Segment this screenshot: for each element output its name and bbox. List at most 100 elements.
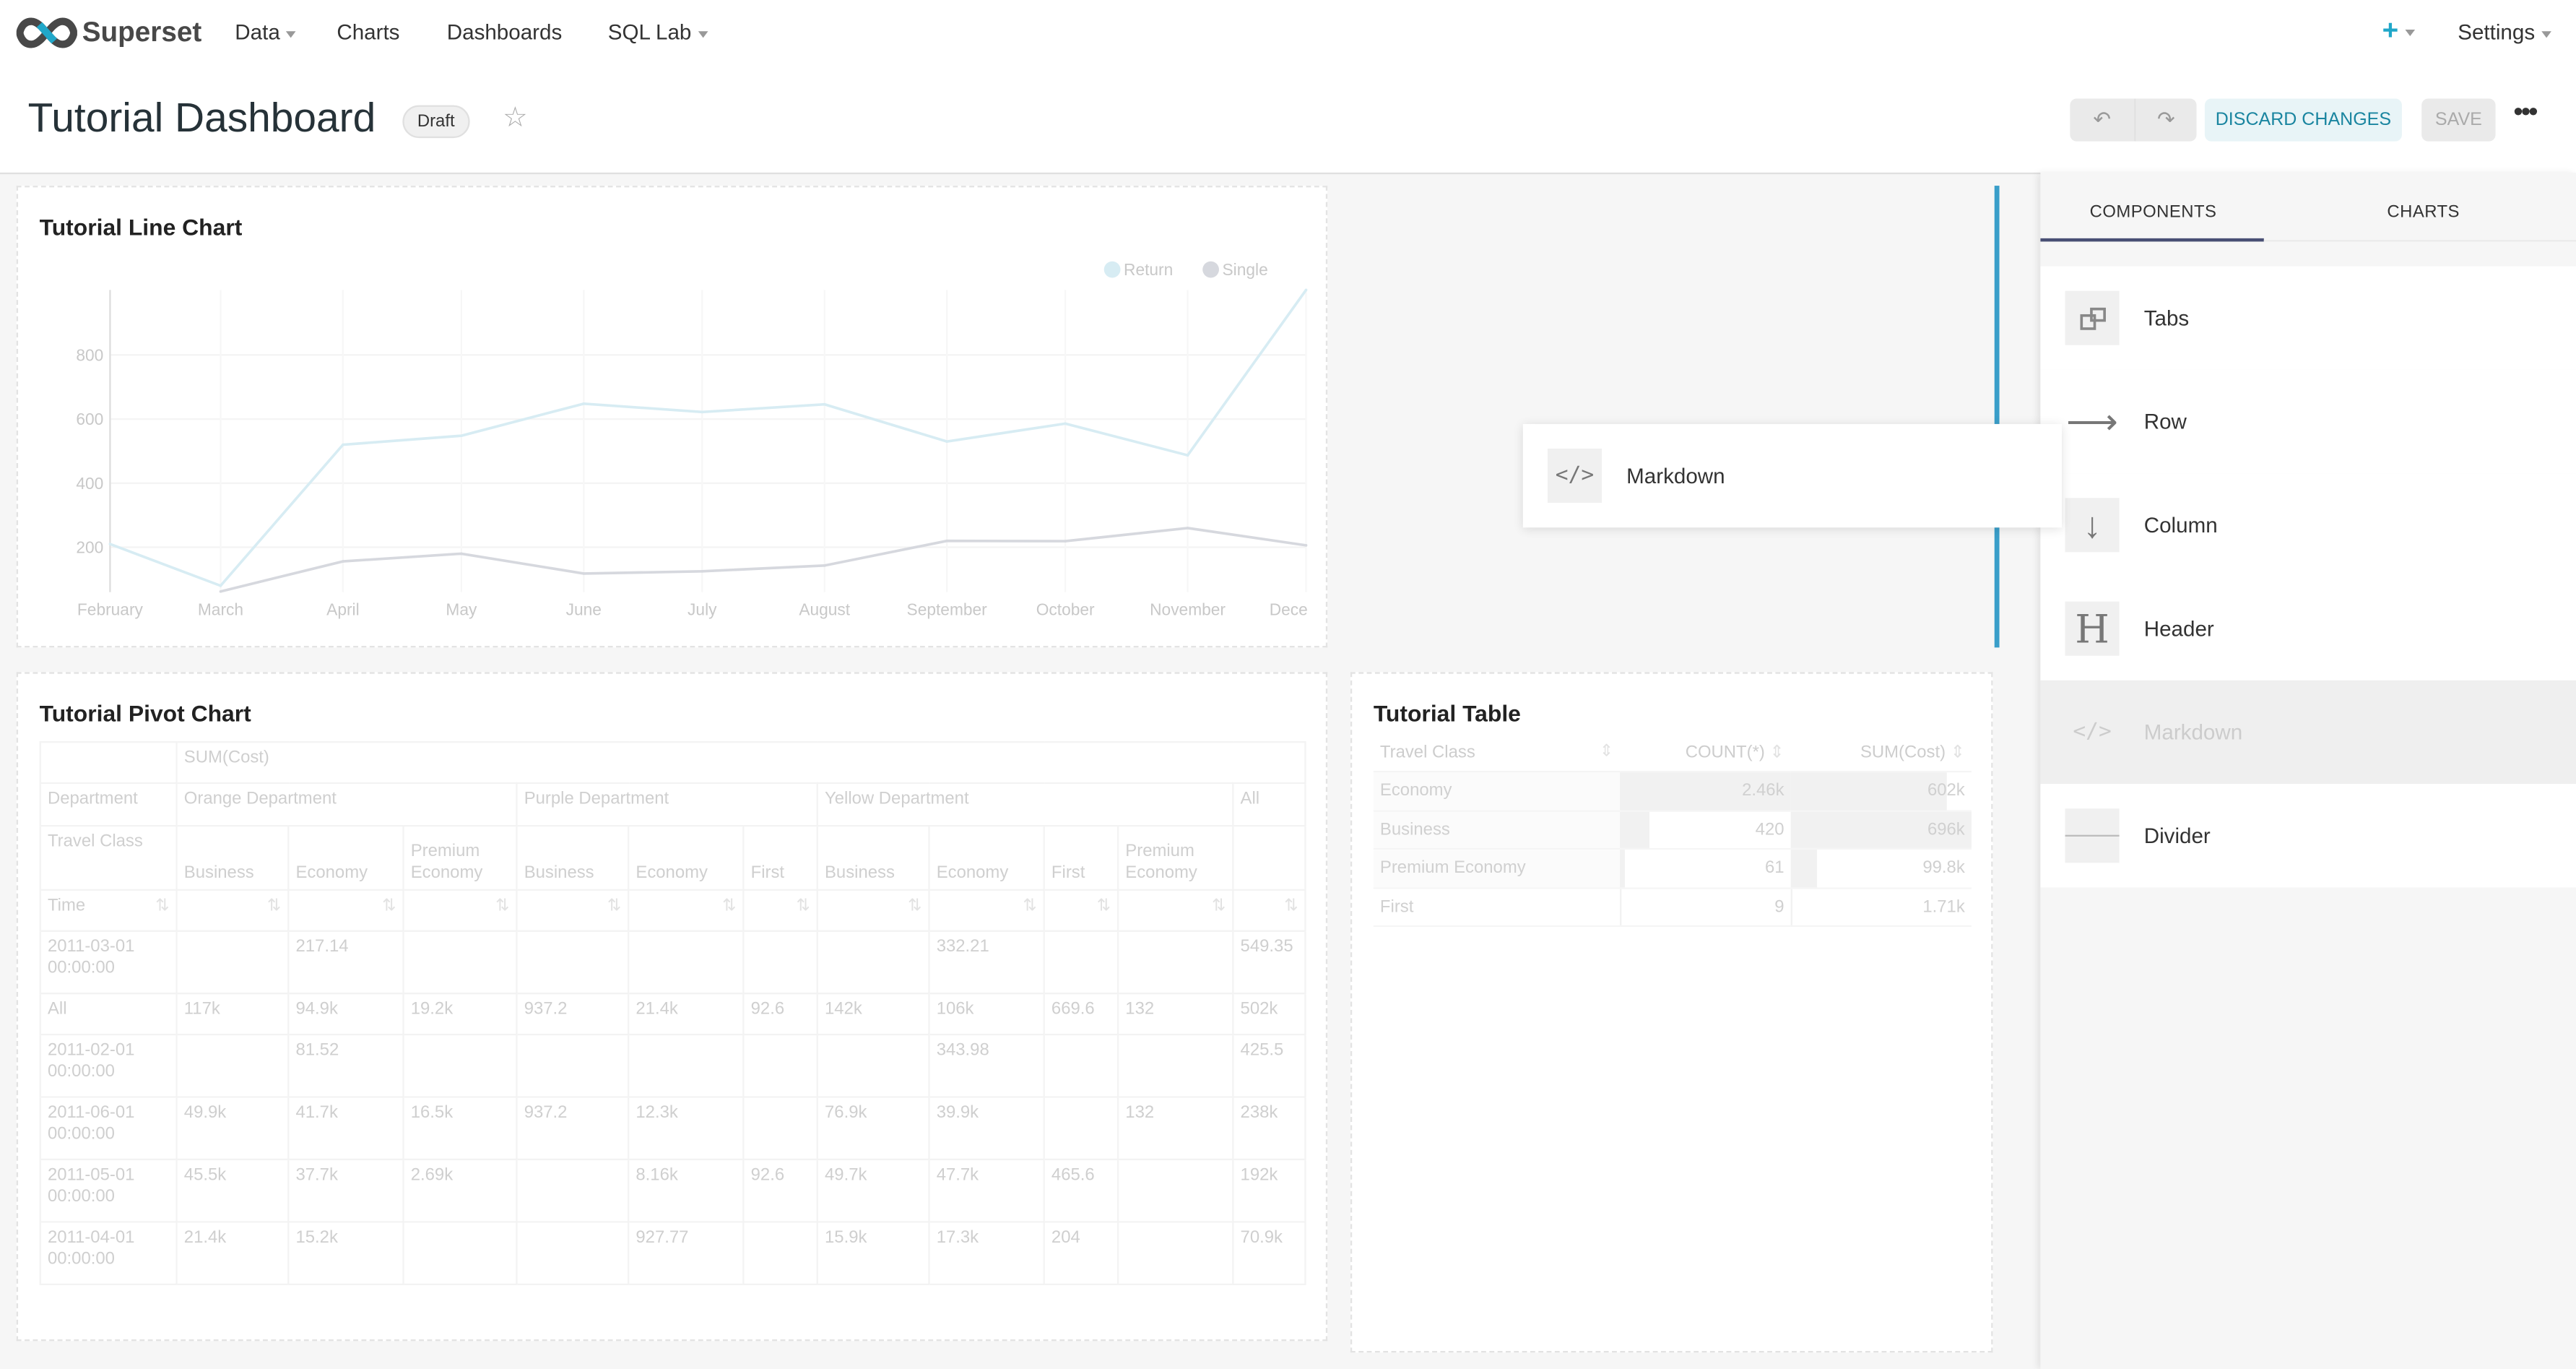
component-tabs[interactable]: Tabs <box>2040 266 2576 370</box>
sort-icon[interactable]: ⇅ <box>1211 897 1226 916</box>
sum-cell: 696k <box>1790 810 1972 850</box>
pivot-sort-cell[interactable]: ⇅ <box>1232 889 1306 932</box>
x-tick-label: October <box>1036 600 1095 618</box>
sort-icon: ⇕ <box>1950 742 1965 762</box>
arrow-right-icon: ⟶ <box>2065 394 2120 449</box>
nav-sql-lab-label: SQL Lab <box>607 20 692 45</box>
pivot-chart-title: Tutorial Pivot Chart <box>39 700 251 727</box>
divider-icon <box>2065 808 2120 863</box>
line-chart-title: Tutorial Line Chart <box>39 213 243 241</box>
column-header-count[interactable]: COUNT(*) ⇕ <box>1620 733 1791 773</box>
nav-charts[interactable]: Charts <box>337 20 399 44</box>
pivot-metric-header: SUM(Cost) <box>175 740 1306 785</box>
sum-cell: 99.8k <box>1790 848 1972 889</box>
data-point <box>1304 544 1308 547</box>
discard-changes-button[interactable]: DISCARD CHANGES <box>2204 98 2402 142</box>
nav-dashboards[interactable]: Dashboards <box>447 20 562 44</box>
pivot-sort-cell[interactable]: ⇅ <box>402 889 518 932</box>
sort-icon[interactable]: ⇅ <box>722 897 737 916</box>
sort-icon[interactable]: ⇅ <box>266 897 282 916</box>
pivot-cell: 132 <box>1116 993 1234 1036</box>
pivot-cell <box>742 1033 818 1098</box>
count-value: 420 <box>1755 819 1784 839</box>
table-card[interactable]: Tutorial Table Travel Class ⇕ COUNT(*) ⇕ … <box>1350 672 1993 1353</box>
pivot-cell <box>628 930 745 995</box>
travel-class-cell: First <box>1373 887 1621 928</box>
pivot-sort-cell[interactable]: ⇅ <box>175 889 290 932</box>
sort-icon[interactable]: ⇅ <box>607 897 621 916</box>
pivot-sort-cell[interactable]: ⇅ <box>742 889 818 932</box>
tab-charts[interactable]: CHARTS <box>2387 202 2460 223</box>
pivot-row-header: All <box>39 993 178 1036</box>
x-tick-label: November <box>1150 600 1226 618</box>
drag-preview-markdown[interactable]: </> Markdown <box>1522 423 2062 528</box>
pivot-cell: 8.16k <box>628 1158 745 1223</box>
column-header-travel-class[interactable]: Travel Class ⇕ <box>1373 733 1621 773</box>
tab-components[interactable]: COMPONENTS <box>2089 202 2217 223</box>
table-title: Tutorial Table <box>1373 700 1521 727</box>
nav-data[interactable]: Data <box>235 20 297 44</box>
undo-button[interactable]: ↶ <box>2070 98 2135 142</box>
component-divider[interactable]: Divider <box>2040 784 2576 888</box>
table-row: Business 420 696k <box>1373 810 1972 850</box>
pivot-sort-cell[interactable]: ⇅ <box>1116 889 1234 932</box>
pivot-sort-cell[interactable]: ⇅ <box>287 889 404 932</box>
dashboard-grid: Tutorial Line Chart 200 400 600 800 February… <box>0 172 2041 1369</box>
sort-icon[interactable]: ⇅ <box>382 897 396 916</box>
pivot-class-header: First <box>742 824 818 891</box>
pivot-data-row: 2011-04-01 00:00:00 21.4k 15.2k 927.77 15.9k… <box>39 1221 1306 1285</box>
sort-icon[interactable]: ⇅ <box>155 897 170 916</box>
save-button[interactable]: SAVE <box>2421 98 2496 142</box>
pivot-cell: 217.14 <box>287 930 404 995</box>
pivot-data-row: All 117k 94.9k 19.2k 937.2 21.4k 92.6 142k 106k 6… <box>39 993 1306 1036</box>
sort-icon[interactable]: ⇅ <box>1023 897 1037 916</box>
count-cell: 2.46k <box>1620 772 1791 811</box>
new-menu[interactable]: + <box>2382 14 2415 47</box>
top-nav: Superset Data Charts Dashboards SQL Lab … <box>0 0 2576 66</box>
pivot-time-label[interactable]: Time ⇅ <box>39 889 178 932</box>
pivot-class-header: Premium Economy <box>1116 824 1234 891</box>
series-line-return <box>109 289 1308 587</box>
nav-sql-lab[interactable]: SQL Lab <box>608 20 708 44</box>
page-title[interactable]: Tutorial Dashboard <box>27 95 376 142</box>
pivot-cell: 927.77 <box>628 1221 745 1285</box>
pivot-cell: 669.6 <box>1043 993 1119 1036</box>
pivot-chart-card[interactable]: Tutorial Pivot Chart SUM(Cost) Department… <box>16 672 1328 1342</box>
pivot-sort-cell[interactable]: ⇅ <box>816 889 930 932</box>
sort-icon[interactable]: ⇅ <box>1096 897 1111 916</box>
pivot-sort-cell[interactable]: ⇅ <box>628 889 745 932</box>
pivot-sort-cell[interactable]: ⇅ <box>516 889 630 932</box>
sort-icon[interactable]: ⇅ <box>796 897 810 916</box>
pivot-sort-cell[interactable]: ⇅ <box>1043 889 1119 932</box>
settings-label: Settings <box>2458 20 2536 45</box>
component-markdown[interactable]: </> Markdown <box>2040 680 2576 785</box>
line-chart-card[interactable]: Tutorial Line Chart 200 400 600 800 February… <box>16 186 1328 648</box>
more-options-icon[interactable]: ••• <box>2513 98 2538 127</box>
component-column[interactable]: ↓ Column <box>2040 473 2576 577</box>
status-badge[interactable]: Draft <box>402 105 470 139</box>
redo-button[interactable]: ↷ <box>2134 98 2197 142</box>
component-header[interactable]: H Header <box>2040 576 2576 681</box>
column-header-sum-cost[interactable]: SUM(Cost) ⇕ <box>1790 733 1972 773</box>
sum-bar <box>1790 772 1948 810</box>
component-row[interactable]: ⟶ Row <box>2040 369 2576 474</box>
code-icon: </> <box>2073 720 2112 745</box>
pivot-cell <box>1116 1158 1234 1223</box>
series-line-single <box>220 527 1306 593</box>
data-point <box>1064 422 1067 426</box>
pivot-sort-cell[interactable]: ⇅ <box>928 889 1045 932</box>
sort-icon[interactable]: ⇅ <box>1284 897 1298 916</box>
sort-icon[interactable]: ⇅ <box>495 897 510 916</box>
pivot-cell: 425.5 <box>1232 1033 1306 1098</box>
sort-icon[interactable]: ⇅ <box>908 897 922 916</box>
caret-down-icon <box>698 30 708 38</box>
settings-menu[interactable]: Settings <box>2458 20 2551 44</box>
caret-down-icon <box>2541 30 2551 38</box>
pivot-department-row: Department Orange Department Purple Depart… <box>39 782 1306 827</box>
pivot-cell <box>1043 1033 1119 1098</box>
favorite-star-icon[interactable]: ☆ <box>503 102 528 134</box>
pivot-cell <box>516 1221 630 1285</box>
pivot-cell <box>516 1033 630 1098</box>
count-bar <box>1620 811 1649 848</box>
superset-logo[interactable]: Superset <box>16 14 201 51</box>
